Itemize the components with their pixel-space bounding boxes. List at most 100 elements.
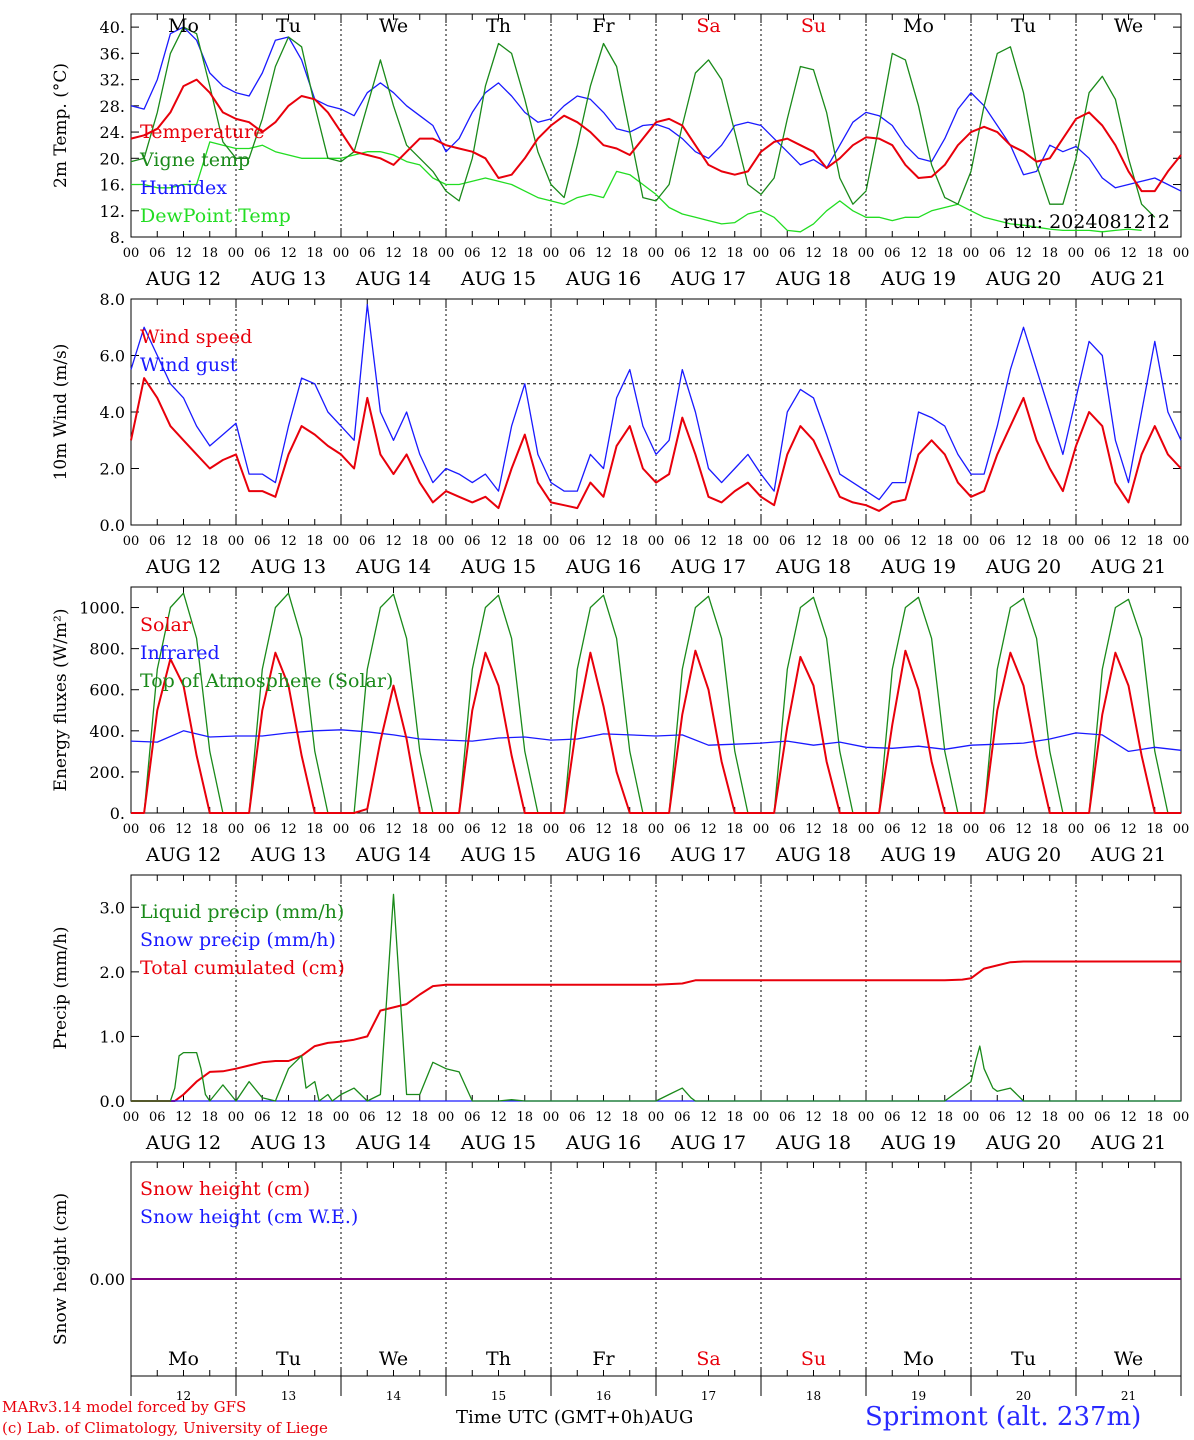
panel2-y-tick-label: 6.0: [100, 347, 125, 366]
panel1-date-label: AUG 18: [775, 268, 851, 290]
panel1-day-name: We: [1114, 15, 1143, 37]
panel3-legend-entry: Solar: [140, 614, 192, 636]
panel3-hour-label: 18: [936, 822, 953, 837]
panel3-hour-label: 18: [1146, 822, 1163, 837]
panel2-hour-label: 18: [621, 534, 638, 549]
panel1-hour-label: 12: [910, 246, 927, 261]
panel4-hour-label: 18: [726, 1110, 743, 1125]
panel4-series-line: [131, 893, 1181, 1102]
panel3-hour-label: 00: [543, 822, 560, 837]
panel3-y-tick-label: 600.: [89, 681, 125, 700]
panel2-hour-label: 18: [936, 534, 953, 549]
panel1-y-tick-label: 16.: [100, 176, 125, 195]
panel5-day-number: 19: [911, 1389, 926, 1403]
panel1-legend-entry: Vigne temp: [139, 149, 250, 171]
panel4-hour-label: 18: [1146, 1110, 1163, 1125]
panel5-day-name: Sa: [696, 1348, 720, 1370]
panel4-date-label: AUG 17: [670, 1132, 746, 1154]
panel2-hour-label: 12: [280, 534, 297, 549]
panel4-series-line: [131, 960, 1181, 1102]
panel1-day-name: Mo: [168, 15, 199, 37]
panel2-hour-label: 06: [254, 534, 271, 549]
panel3-series-line: [130, 729, 1182, 753]
panel1-hour-label: 00: [228, 246, 245, 261]
panel4-date-label: AUG 12: [145, 1132, 221, 1154]
panel2-legend-entry: Wind speed: [140, 326, 252, 348]
panel1-hour-label: 18: [411, 246, 428, 261]
panel5-day-name: Mo: [903, 1348, 934, 1370]
panel2-hour-label: 06: [779, 534, 796, 549]
panel1-hour-label: 00: [333, 246, 350, 261]
panel4-hour-label: 06: [884, 1110, 901, 1125]
panel3-hour-label: 00: [753, 822, 770, 837]
panel1-legend-entry: Temperature: [140, 121, 264, 143]
panel5-day-number: 18: [806, 1389, 821, 1403]
panel4-date-label: AUG 14: [355, 1132, 431, 1154]
panel4-hour-label: 00: [963, 1110, 980, 1125]
panel1-hour-label: 00: [1068, 246, 1085, 261]
panel5-day-name: Th: [486, 1348, 511, 1370]
panel4-hour-label: 06: [779, 1110, 796, 1125]
panel1-y-tick-label: 20.: [100, 149, 125, 168]
panel5-day-name: Fr: [592, 1348, 615, 1370]
panel2-y-tick-label: 0.0: [100, 516, 125, 535]
panel2-date-label: AUG 13: [250, 556, 326, 578]
panel1-hour-label: 06: [1094, 246, 1111, 261]
panel1-hour-label: 18: [621, 246, 638, 261]
panel1-date-label: AUG 21: [1090, 268, 1166, 290]
panel2-hour-label: 00: [858, 534, 875, 549]
panel2-date-label: AUG 14: [355, 556, 431, 578]
panel1-y-tick-label: 32.: [100, 71, 125, 90]
panel4-hour-label: 06: [254, 1110, 271, 1125]
panel1-date-label: AUG 15: [460, 268, 536, 290]
panel2-hour-label: 06: [884, 534, 901, 549]
panel5-day-number: 21: [1121, 1389, 1136, 1403]
panel1-y-tick-label: 12.: [100, 202, 125, 221]
panel4-hour-label: 12: [385, 1110, 402, 1125]
panel1-y-tick-label: 24.: [100, 123, 125, 142]
panel1-y-tick-label: 40.: [100, 18, 125, 37]
panel3-hour-label: 12: [700, 822, 717, 837]
panel2-hour-label: 18: [306, 534, 323, 549]
panel3-hour-label: 06: [569, 822, 586, 837]
panel2-hour-label: 12: [700, 534, 717, 549]
panel3-date-label: AUG 12: [145, 844, 221, 866]
panel4-hour-label: 06: [569, 1110, 586, 1125]
panel4-hour-label: 12: [805, 1110, 822, 1125]
panel1-hour-label: 00: [1173, 246, 1190, 261]
panel1-run-label: run: 2024081212: [1003, 211, 1170, 233]
panel4-hour-label: 00: [228, 1110, 245, 1125]
panel4-hour-label: 12: [595, 1110, 612, 1125]
panel1-hour-label: 12: [595, 246, 612, 261]
panel1-series-line: [130, 26, 1182, 192]
panel1-hour-label: 00: [123, 246, 140, 261]
panel3-frame: [130, 586, 1182, 814]
panel3-hour-label: 06: [884, 822, 901, 837]
panel3-hour-label: 18: [201, 822, 218, 837]
panel2-hour-label: 06: [464, 534, 481, 549]
panel5-day-name: Su: [801, 1348, 826, 1370]
panel4-hour-label: 00: [438, 1110, 455, 1125]
panel3-hour-label: 06: [779, 822, 796, 837]
panel2-hour-label: 12: [1120, 534, 1137, 549]
panel3-hour-label: 18: [1041, 822, 1058, 837]
panel5-legend-entry: Snow height (cm W.E.): [140, 1206, 358, 1228]
panel5-day-name: Tu: [276, 1348, 301, 1370]
panel1-hour-label: 00: [543, 246, 560, 261]
panel4-hour-label: 18: [411, 1110, 428, 1125]
panel3-hour-label: 00: [333, 822, 350, 837]
panel1-date-label: AUG 19: [880, 268, 956, 290]
panel3-hour-label: 06: [1094, 822, 1111, 837]
panel2-hour-label: 06: [1094, 534, 1111, 549]
panel4-hour-label: 18: [621, 1110, 638, 1125]
panel4-legend-entry: Liquid precip (mm/h): [140, 901, 344, 923]
panel3-hour-label: 06: [674, 822, 691, 837]
panel3-hour-label: 12: [595, 822, 612, 837]
panel1-hour-label: 00: [858, 246, 875, 261]
panel3-hour-label: 12: [385, 822, 402, 837]
panel1-hour-label: 00: [438, 246, 455, 261]
panel4-date-label: AUG 13: [250, 1132, 326, 1154]
panel3-hour-label: 12: [910, 822, 927, 837]
panel3-date-label: AUG 13: [250, 844, 326, 866]
